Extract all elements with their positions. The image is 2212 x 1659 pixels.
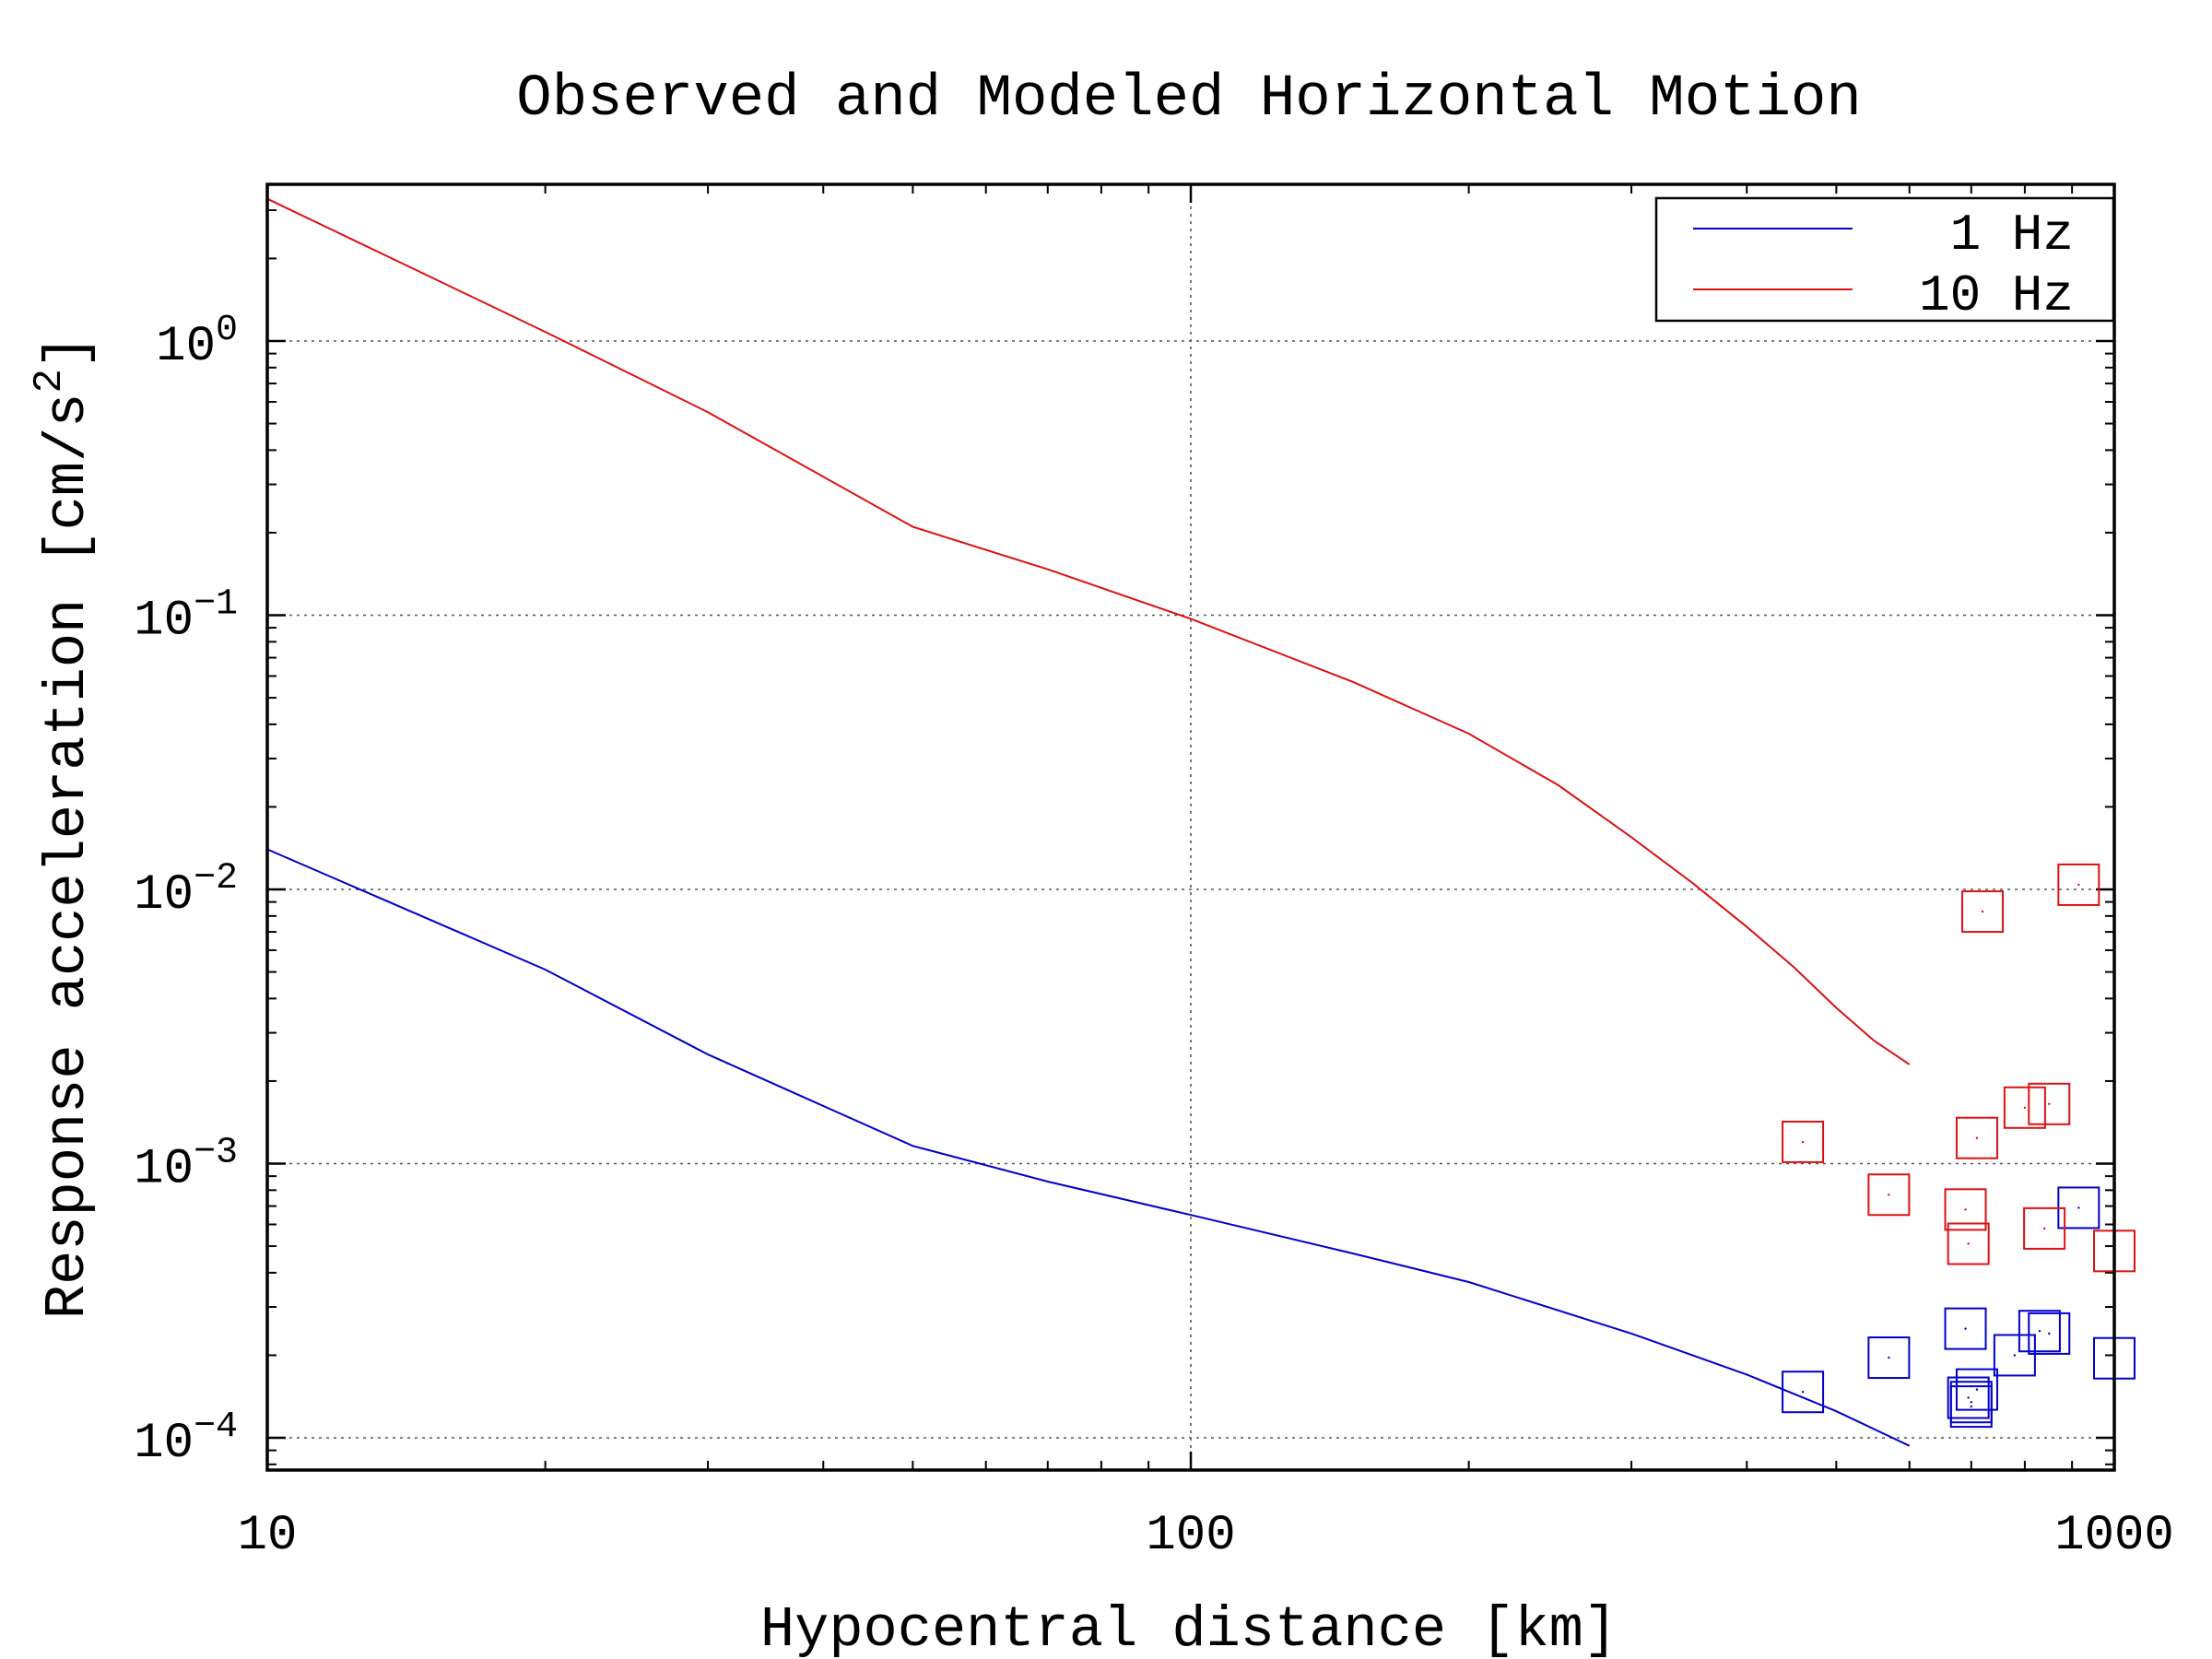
y-tick-label-base: 10 bbox=[134, 1416, 194, 1472]
x-tick-label: 10 bbox=[238, 1508, 298, 1564]
x-tick-labels: 10 100 1000 bbox=[238, 1508, 2174, 1564]
series bbox=[266, 197, 2136, 1447]
observed-point-1hz bbox=[1782, 1371, 1825, 1414]
observed-point-center-1hz bbox=[1888, 1356, 1890, 1359]
observed-point-10hz bbox=[1955, 1116, 1998, 1159]
y-axis-label-superscript: 2 bbox=[27, 369, 73, 393]
y-tick-label-base: 10 bbox=[134, 1142, 194, 1198]
y-tick-label: 10−3 bbox=[134, 1132, 238, 1198]
observed-point-center-10hz bbox=[2023, 1106, 2027, 1109]
observed-point-center-1hz bbox=[1975, 1388, 1979, 1391]
y-tick-label-exponent: −2 bbox=[194, 858, 238, 900]
y-tick-label: 10−1 bbox=[134, 583, 238, 650]
observed-point-center-1hz bbox=[1801, 1391, 1805, 1394]
y-tick-label-exponent: −4 bbox=[194, 1406, 238, 1448]
observed-point-center-1hz bbox=[2013, 1354, 2017, 1357]
observed-point-10hz bbox=[1961, 890, 2005, 934]
observed-point-center-10hz bbox=[2077, 883, 2080, 887]
observed-point-center-10hz bbox=[1964, 1208, 1967, 1211]
x-tick-label: 1000 bbox=[2054, 1508, 2174, 1564]
plot-frame bbox=[265, 182, 2116, 1472]
y-tick-label-exponent: −3 bbox=[194, 1132, 238, 1173]
legend-box bbox=[1654, 196, 2115, 323]
observed-point-10hz bbox=[2023, 1206, 2066, 1250]
y-tick-label-exponent: 0 bbox=[216, 310, 238, 351]
observed-point-10hz bbox=[1944, 1188, 1987, 1231]
observed-point-center-10hz bbox=[1981, 910, 1984, 913]
observed-point-center-10hz bbox=[1967, 1242, 1970, 1245]
y-axis-label: Response acceleration [cm/s2] bbox=[27, 335, 100, 1319]
chart-title: Observed and Modeled Horizontal Motion bbox=[516, 66, 1861, 133]
observed-point-center-1hz bbox=[1967, 1396, 1970, 1399]
observed-point-10hz bbox=[2003, 1086, 2046, 1129]
observed-point-1hz bbox=[1947, 1376, 1990, 1419]
y-tick-label-base: 10 bbox=[156, 319, 216, 375]
observed-point-10hz bbox=[2057, 863, 2100, 906]
observed-point-center-1hz bbox=[1970, 1405, 1972, 1408]
observed-point-center-1hz bbox=[1970, 1401, 1972, 1404]
legend-label-10hz: 10 Hz bbox=[1919, 266, 2074, 325]
observed-point-center-10hz bbox=[2048, 1102, 2051, 1105]
observed-point-1hz bbox=[1949, 1381, 1993, 1424]
y-tick-label-exponent: −1 bbox=[194, 583, 238, 625]
observed-point-10hz bbox=[1947, 1222, 1990, 1265]
observed-point-1hz bbox=[1944, 1307, 1987, 1350]
observed-point-center-1hz bbox=[2038, 1330, 2041, 1333]
observed-point-1hz bbox=[2018, 1310, 2061, 1353]
x-axis-label: Hypocentral distance [km] bbox=[760, 1597, 1618, 1659]
observed-point-center-10hz bbox=[1888, 1194, 1890, 1196]
x-tick-label: 100 bbox=[1146, 1508, 1235, 1564]
observed-point-1hz bbox=[1867, 1336, 1911, 1380]
legend: 1 Hz 10 Hz bbox=[1654, 196, 2115, 325]
observed-point-center-1hz bbox=[1964, 1327, 1967, 1330]
observed-point-center-10hz bbox=[2042, 1227, 2046, 1230]
model-line-10hz bbox=[266, 197, 1911, 1065]
observed-point-center-10hz bbox=[1801, 1140, 1805, 1144]
observed-point-10hz bbox=[1782, 1120, 1825, 1163]
y-tick-label: 10−2 bbox=[134, 858, 238, 924]
observed-point-center-10hz bbox=[1975, 1136, 1979, 1139]
observed-point-center-1hz bbox=[2077, 1206, 2080, 1209]
y-axis-label-suffix: ] bbox=[35, 335, 100, 369]
y-tick-label-base: 10 bbox=[134, 867, 194, 924]
y-axis-label-main: Response acceleration [cm/s bbox=[35, 394, 100, 1320]
grid bbox=[267, 184, 2114, 1470]
observed-point-10hz bbox=[1867, 1173, 1911, 1217]
observed-point-1hz bbox=[1955, 1368, 1998, 1411]
observed-point-1hz bbox=[2028, 1312, 2071, 1355]
observed-point-1hz bbox=[1993, 1334, 2036, 1377]
observed-point-10hz bbox=[2028, 1082, 2071, 1125]
y-tick-label: 100 bbox=[156, 310, 238, 376]
legend-label-1hz: 1 Hz bbox=[1950, 206, 2074, 265]
observed-point-center-1hz bbox=[2048, 1332, 2051, 1335]
model-line-1hz bbox=[266, 848, 1911, 1447]
y-tick-label-base: 10 bbox=[134, 594, 194, 650]
y-tick-label: 10−4 bbox=[134, 1406, 238, 1473]
